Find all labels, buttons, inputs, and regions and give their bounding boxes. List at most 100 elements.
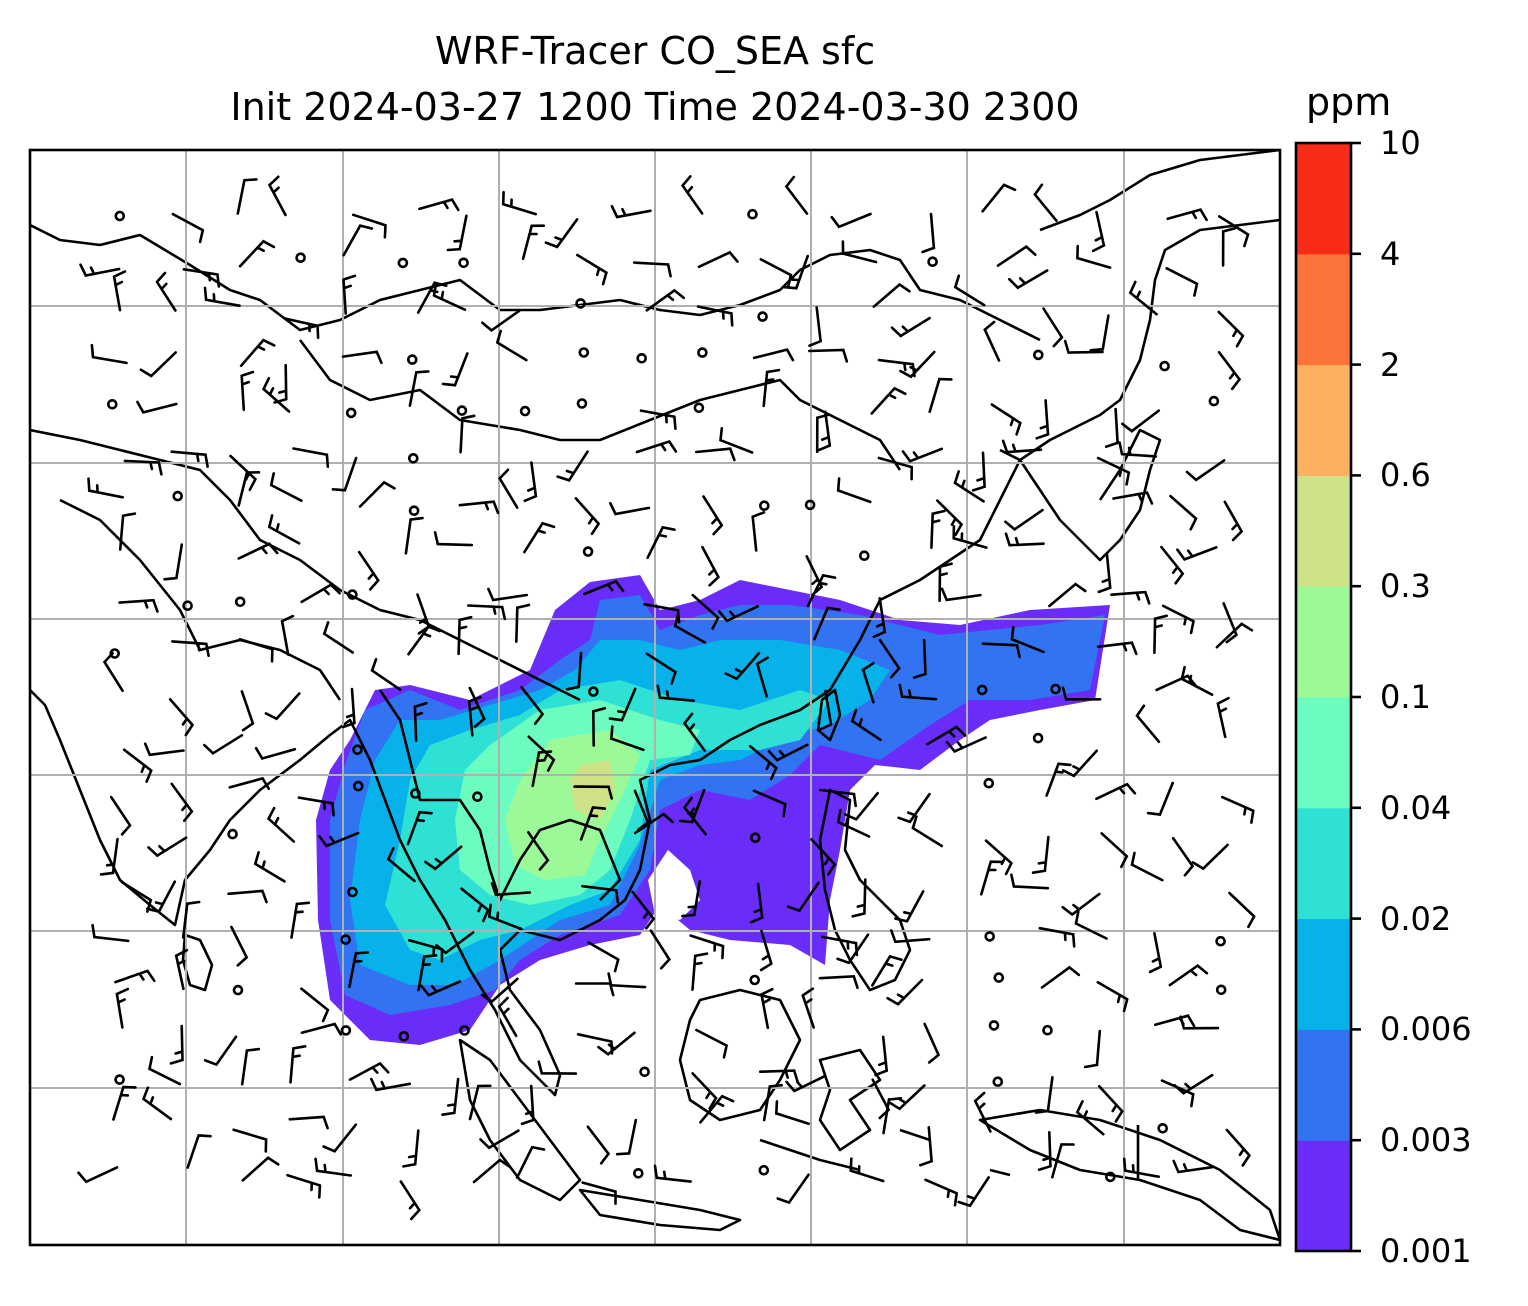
colorbar-tick-label: 0.1 [1380,678,1431,716]
wind-barb [649,929,671,970]
calm-wind-circle [992,1076,1004,1087]
wind-barb [634,812,674,835]
calm-wind-circle [397,257,409,269]
wind-barb [459,414,476,454]
wind-barb [724,651,761,681]
wind-barb [1110,590,1151,605]
wind-barb [1148,932,1163,974]
wind-barb [1185,459,1226,482]
calm-wind-circle [758,1164,770,1176]
wind-barb [940,587,982,602]
wind-barb [1083,1029,1102,1069]
wind-barb [936,499,964,537]
wind-barb [1051,1143,1075,1179]
wind-barb [1033,183,1058,223]
korea-japan-coastline [999,428,1162,562]
calm-wind-circle [114,210,126,222]
wind-barb [818,689,833,731]
wind-barb [523,461,538,503]
map-title-line2: Init 2024-03-27 1200 Time 2024-03-30 230… [230,85,1080,129]
calm-wind-circle [114,1074,125,1085]
wind-barb [810,838,837,876]
wind-barb [890,316,931,338]
wind-barb [1097,1085,1124,1123]
wind-barb [238,239,276,268]
calm-wind-circle [636,352,648,364]
wind-barb [821,935,859,957]
colorbar-segment [1296,143,1351,255]
wind-barb [300,1022,342,1036]
wind-barb [1034,1076,1054,1114]
wind-barb [1221,227,1237,267]
calm-wind-circle [407,452,419,464]
wind-barb [1074,910,1108,940]
calm-wind-circle [749,974,761,986]
wind-barb [591,706,607,747]
wind-barb [1001,439,1043,454]
wind-barb [544,218,579,249]
wind-barb [680,175,704,215]
wind-barb [479,1129,520,1150]
wind-barb [818,974,859,990]
wind-barb [691,593,720,630]
wind-barb [286,1173,322,1199]
wind-barb [681,880,702,918]
wind-barb [267,175,287,217]
wind-barb [699,1094,735,1124]
wind-barb [122,748,153,783]
wind-barb [924,1178,959,1207]
wind-barb [495,329,528,362]
wind-barb [643,603,681,624]
wind-barb [1223,500,1244,542]
colorbar-unit-label: ppm [1306,80,1392,124]
wind-barb [241,1156,280,1182]
wind-barb [1217,310,1245,348]
wind-barb [583,579,625,596]
wind-barb [521,224,545,260]
calm-wind-circle [519,405,531,417]
wind-barb [399,1180,421,1221]
wind-barb [850,708,882,742]
calm-wind-circle [582,546,594,557]
calm-wind-circle [1208,395,1220,407]
wind-barb [952,525,988,549]
wind-barb [236,178,258,215]
wind-barb [1096,981,1129,1013]
wind-barb [1075,1100,1105,1136]
wind-barb [556,450,589,482]
calm-wind-circle [632,1168,644,1179]
wind-barb [170,782,194,822]
wind-barb [861,662,875,704]
calm-wind-circle [1032,732,1044,744]
wind-barb [1179,1015,1220,1030]
wind-barb [143,742,185,757]
wind-barb [981,642,1021,659]
calm-wind-circle [1033,349,1044,361]
calm-wind-circle [1215,984,1227,996]
wind-barb [1171,836,1195,877]
wind-barb [1048,582,1087,608]
wind-barb [691,952,709,991]
wind-barb [266,806,296,843]
calm-wind-circle [988,1020,1000,1031]
wind-barb [1112,491,1154,505]
taiwan-coastline [816,688,842,742]
wind-barb [418,198,460,212]
wind-barb [610,725,645,752]
wind-barb [171,640,210,657]
wind-barb [114,969,156,984]
wind-barb [1146,781,1174,817]
wind-barb [784,175,809,215]
wind-barb [872,282,911,308]
wind-barb [1161,604,1195,635]
wind-barb [520,1084,535,1126]
wind-barb [109,795,132,836]
wind-barb [849,1157,885,1183]
wind-barb [537,1060,578,1075]
wind-barb [695,447,736,462]
wind-barb [240,370,255,412]
wind-barb [318,831,360,848]
no-data-gap [648,850,700,920]
colorbar [1296,141,1361,1253]
wind-barb [1128,280,1158,316]
